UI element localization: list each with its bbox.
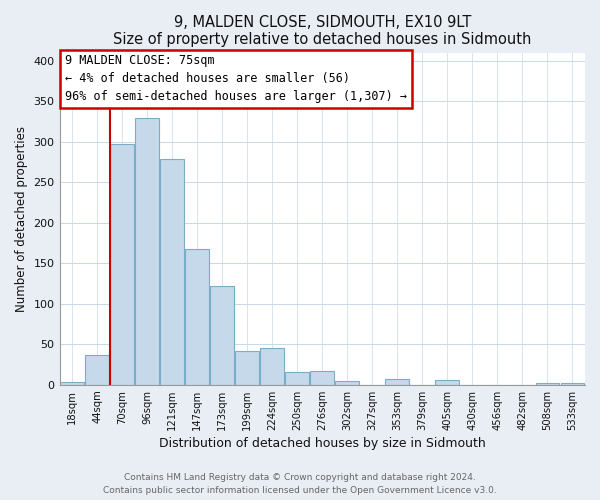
Bar <box>160 159 184 385</box>
Bar <box>436 380 459 385</box>
Bar <box>85 355 109 385</box>
Bar <box>310 371 334 385</box>
Bar <box>210 286 234 385</box>
Bar <box>185 248 209 385</box>
Bar <box>260 348 284 385</box>
Text: 9 MALDEN CLOSE: 75sqm
← 4% of detached houses are smaller (56)
96% of semi-detac: 9 MALDEN CLOSE: 75sqm ← 4% of detached h… <box>65 54 407 104</box>
X-axis label: Distribution of detached houses by size in Sidmouth: Distribution of detached houses by size … <box>159 437 485 450</box>
Bar <box>560 383 584 385</box>
Y-axis label: Number of detached properties: Number of detached properties <box>15 126 28 312</box>
Bar <box>286 372 309 385</box>
Bar <box>235 351 259 385</box>
Bar <box>385 379 409 385</box>
Bar <box>110 144 134 385</box>
Bar <box>135 118 159 385</box>
Bar <box>335 381 359 385</box>
Bar <box>536 383 559 385</box>
Text: Contains HM Land Registry data © Crown copyright and database right 2024.
Contai: Contains HM Land Registry data © Crown c… <box>103 474 497 495</box>
Title: 9, MALDEN CLOSE, SIDMOUTH, EX10 9LT
Size of property relative to detached houses: 9, MALDEN CLOSE, SIDMOUTH, EX10 9LT Size… <box>113 15 532 48</box>
Bar <box>60 382 84 385</box>
